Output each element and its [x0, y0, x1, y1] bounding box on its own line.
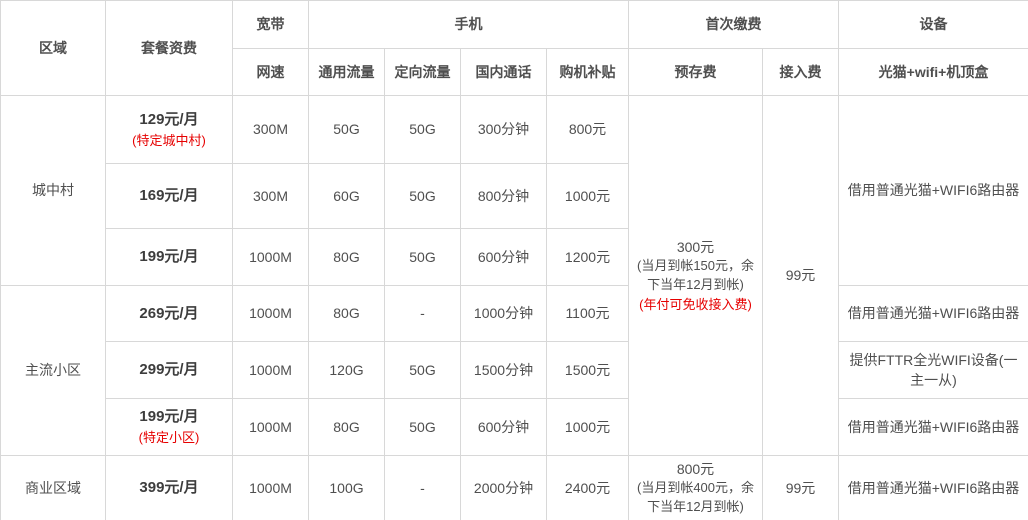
directed-data-cell: -: [384, 285, 461, 342]
calls-cell: 1000分钟: [460, 285, 547, 342]
speed-cell: 1000M: [232, 341, 309, 399]
subsidy-cell: 800元: [546, 95, 629, 164]
column-group-broadband: 宽带: [232, 0, 309, 49]
speed-cell: 1000M: [232, 285, 309, 342]
package-price-cell: 399元/月: [105, 455, 233, 520]
directed-data-cell: 50G: [384, 95, 461, 164]
table-row: 169元/月 300M 60G 50G 800分钟 1000元: [1, 163, 1028, 229]
prepaid-fee-cell-main: 300元 (当月到帐150元，余下当年12月到帐) (年付可免收接入费): [628, 95, 763, 456]
column-group-device: 设备: [838, 0, 1028, 49]
general-data-cell: 100G: [308, 455, 385, 520]
price-text: 129元/月: [139, 110, 199, 128]
package-price-cell: 199元/月: [105, 228, 233, 286]
price-text: 299元/月: [139, 361, 199, 379]
prepaid-detail: (当月到帐400元，余下当年12月到帐): [636, 480, 755, 515]
device-cell-269: 借用普通光猫+WIFI6路由器: [838, 285, 1028, 342]
subsidy-cell: 1500元: [546, 341, 629, 399]
subsidy-cell: 1200元: [546, 228, 629, 286]
prepaid-red-note: (年付可免收接入费): [639, 296, 752, 312]
subsidy-cell: 1100元: [546, 285, 629, 342]
package-price-cell: 199元/月 (特定小区): [105, 398, 233, 456]
general-data-cell: 60G: [308, 163, 385, 229]
column-header-package-fee: 套餐资费: [105, 0, 233, 96]
device-cell-199-special: 借用普通光猫+WIFI6路由器: [838, 398, 1028, 456]
directed-data-cell: 50G: [384, 398, 461, 456]
calls-cell: 600分钟: [460, 398, 547, 456]
speed-cell: 1000M: [232, 398, 309, 456]
calls-cell: 300分钟: [460, 95, 547, 164]
price-text: 399元/月: [139, 479, 199, 497]
package-price-cell: 169元/月: [105, 163, 233, 229]
prepaid-amount: 800元: [676, 461, 715, 477]
table-row: 城中村 129元/月 (特定城中村) 300M 50G 50G 300分钟 80…: [0, 95, 1028, 456]
package-price-cell: 299元/月: [105, 341, 233, 399]
table-row: 199元/月 (特定小区) 1000M 80G 50G 600分钟 1000元 …: [1, 398, 1028, 456]
header-row-subcolumns: 网速 通用流量 定向流量 国内通话 购机补贴 预存费 接入费 光猫+wifi+机…: [1, 48, 1028, 96]
column-header-prepaid-fee: 预存费: [628, 48, 763, 96]
access-fee-cell-main: 99元: [762, 95, 839, 456]
calls-cell: 800分钟: [460, 163, 547, 229]
column-header-phone-subsidy: 购机补贴: [546, 48, 629, 96]
region-cell-mainstream-community: 主流小区: [0, 285, 106, 456]
general-data-cell: 50G: [308, 95, 385, 164]
subsidy-cell: 1000元: [546, 163, 629, 229]
column-group-mobile: 手机: [308, 0, 629, 49]
speed-cell: 1000M: [232, 228, 309, 286]
device-cell-urban-village: 借用普通光猫+WIFI6路由器: [838, 95, 1028, 286]
table-row: 商业区域 399元/月 1000M 100G - 2000分钟 2400元 80…: [0, 455, 1028, 520]
prepaid-detail: (当月到帐150元，余下当年12月到帐): [636, 258, 755, 292]
price-text: 269元/月: [139, 304, 199, 322]
device-cell-299: 提供FTTR全光WIFI设备(一主一从): [838, 341, 1028, 399]
table-row: 299元/月 1000M 120G 50G 1500分钟 1500元 提供FTT…: [1, 341, 1028, 399]
general-data-cell: 80G: [308, 398, 385, 456]
subsidy-cell: 1000元: [546, 398, 629, 456]
speed-cell: 1000M: [232, 455, 309, 520]
price-note: (特定小区): [138, 430, 200, 446]
subsidy-cell: 2400元: [546, 455, 629, 520]
directed-data-cell: 50G: [384, 228, 461, 286]
region-cell-commercial-area: 商业区域: [0, 455, 106, 520]
directed-data-cell: 50G: [384, 341, 461, 399]
package-price-cell: 129元/月 (特定城中村): [105, 95, 233, 164]
package-price-cell: 269元/月: [105, 285, 233, 342]
access-fee-cell-commercial: 99元: [762, 455, 839, 520]
price-text: 199元/月: [139, 408, 199, 426]
prepaid-amount: 300元: [676, 238, 715, 255]
table-row: 主流小区 269元/月 1000M 80G - 1000分钟 1100元 借用普…: [0, 285, 1028, 456]
column-header-general-data: 通用流量: [308, 48, 385, 96]
region-cell-urban-village: 城中村: [0, 95, 106, 286]
general-data-cell: 120G: [308, 341, 385, 399]
price-text: 169元/月: [139, 187, 199, 205]
calls-cell: 1500分钟: [460, 341, 547, 399]
column-header-region: 区域: [0, 0, 106, 96]
general-data-cell: 80G: [308, 228, 385, 286]
price-note: (特定城中村): [132, 132, 206, 148]
table-row: 199元/月 1000M 80G 50G 600分钟 1200元: [1, 228, 1028, 286]
column-header-domestic-calls: 国内通话: [460, 48, 547, 96]
column-header-device-detail: 光猫+wifi+机顶盒: [838, 48, 1028, 96]
speed-cell: 300M: [232, 95, 309, 164]
header-row-groups: 区域 套餐资费 宽带 手机 首次缴费 设备: [0, 0, 1028, 96]
column-group-first-payment: 首次缴费: [628, 0, 839, 49]
speed-cell: 300M: [232, 163, 309, 229]
column-header-speed: 网速: [232, 48, 309, 96]
column-header-directed-data: 定向流量: [384, 48, 461, 96]
directed-data-cell: -: [384, 455, 461, 520]
calls-cell: 2000分钟: [460, 455, 547, 520]
column-header-access-fee: 接入费: [762, 48, 839, 96]
general-data-cell: 80G: [308, 285, 385, 342]
device-cell-commercial: 借用普通光猫+WIFI6路由器: [838, 455, 1028, 520]
calls-cell: 600分钟: [460, 228, 547, 286]
price-text: 199元/月: [139, 248, 199, 266]
prepaid-fee-cell-commercial: 800元 (当月到帐400元，余下当年12月到帐): [628, 455, 763, 520]
directed-data-cell: 50G: [384, 163, 461, 229]
